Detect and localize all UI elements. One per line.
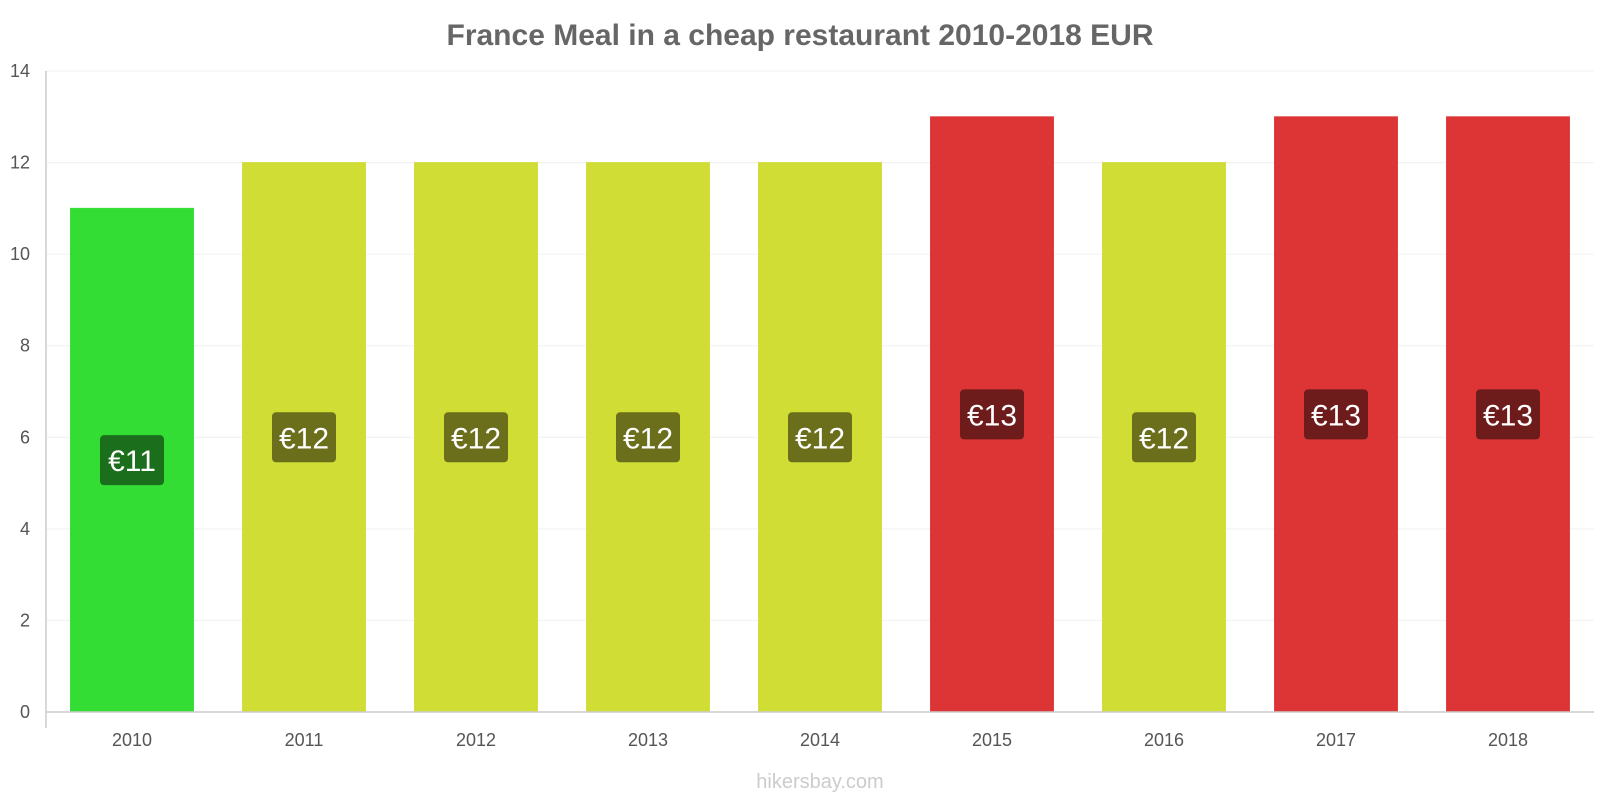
y-axis: 0 2 4 6 8 10 12 14 — [10, 61, 47, 728]
bars: €11 €12 €12 €12 €12 €13 €12 €13 €13 — [70, 116, 1570, 713]
y-tick-label: 8 — [20, 336, 30, 356]
data-label-box — [1304, 389, 1368, 440]
y-tick-label: 14 — [10, 61, 30, 81]
chart-title: France Meal in a cheap restaurant 2010-2… — [447, 19, 1154, 52]
data-label: €11 — [108, 445, 156, 478]
data-label-box — [1132, 412, 1196, 463]
data-label-box — [272, 412, 336, 463]
x-tick-label: 2018 — [1488, 730, 1528, 750]
data-label: €12 — [795, 422, 845, 455]
x-tick-label: 2011 — [285, 730, 324, 750]
bar-group: €13 — [1446, 116, 1570, 713]
bar-group: €12 — [586, 162, 710, 713]
data-label-box — [444, 412, 508, 463]
bar-group: €11 — [70, 207, 194, 713]
x-tick-label: 2016 — [1144, 730, 1184, 750]
data-label-box — [616, 412, 680, 463]
bar-group: €12 — [1102, 162, 1226, 713]
data-label: €12 — [623, 422, 673, 455]
data-label-box — [788, 412, 852, 463]
x-tick-label: 2012 — [456, 730, 496, 750]
y-tick-label: 10 — [10, 244, 30, 264]
x-tick-label: 2013 — [628, 730, 668, 750]
x-axis: 2010 2011 2012 2013 2014 2015 2016 2017 2018 — [46, 711, 1594, 750]
bar-group: €12 — [414, 162, 538, 713]
data-label-box — [960, 389, 1024, 440]
x-tick-label: 2014 — [800, 730, 840, 750]
data-label: €13 — [1311, 399, 1361, 432]
source-credit: hikersbay.com — [756, 771, 883, 793]
y-tick-label: 2 — [20, 610, 30, 630]
bar-group: €13 — [930, 116, 1054, 713]
x-tick-label: 2017 — [1316, 730, 1356, 750]
x-tick-label: 2015 — [972, 730, 1012, 750]
data-label: €12 — [1139, 422, 1189, 455]
y-tick-label: 0 — [20, 702, 30, 722]
data-label-box — [100, 435, 164, 486]
x-tick-label: 2010 — [112, 730, 152, 750]
data-label-box — [1476, 389, 1540, 440]
y-tick-label: 6 — [20, 427, 30, 447]
data-label: €13 — [967, 399, 1017, 432]
bar-group: €12 — [242, 162, 366, 713]
bar-group: €12 — [758, 162, 882, 713]
y-tick-label: 12 — [10, 153, 30, 173]
data-label: €12 — [451, 422, 501, 455]
data-label: €13 — [1483, 399, 1533, 432]
data-label: €12 — [279, 422, 329, 455]
y-tick-label: 4 — [20, 519, 30, 539]
bar-group: €13 — [1274, 116, 1398, 713]
